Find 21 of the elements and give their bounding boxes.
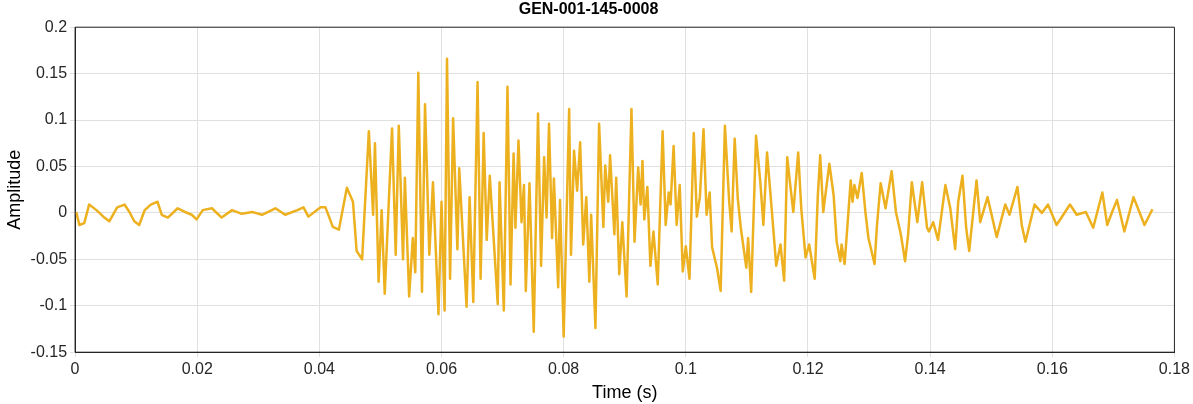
y-tick-label: -0.15: [30, 342, 68, 360]
x-tick-label: 0.18: [1158, 360, 1191, 378]
x-axis-title: Time (s): [592, 382, 658, 403]
y-tick-label: 0.05: [35, 156, 68, 174]
x-tick-label: 0.16: [1036, 360, 1068, 378]
x-tick-label: 0.12: [792, 360, 824, 378]
x-tick-label: 0.02: [181, 360, 213, 378]
x-tick-label: 0.1: [674, 360, 698, 378]
y-tick-label: -0.05: [30, 249, 68, 267]
x-tick-label: 0: [70, 360, 80, 378]
y-tick-label: 0.2: [44, 17, 68, 35]
x-tick-label: 0.08: [548, 360, 580, 378]
x-tick-label: 0.06: [425, 360, 458, 378]
chart-title: GEN-001-145-0008: [518, 0, 659, 18]
y-tick-label: 0: [58, 203, 68, 221]
y-axis-title: Amplitude: [3, 149, 24, 230]
y-tick-label: 0.15: [35, 64, 68, 82]
x-tick-label: 0.04: [303, 360, 336, 378]
x-tick-label: 0.14: [914, 360, 946, 378]
y-tick-label: -0.1: [39, 296, 68, 314]
y-tick-label: 0.1: [44, 110, 68, 128]
